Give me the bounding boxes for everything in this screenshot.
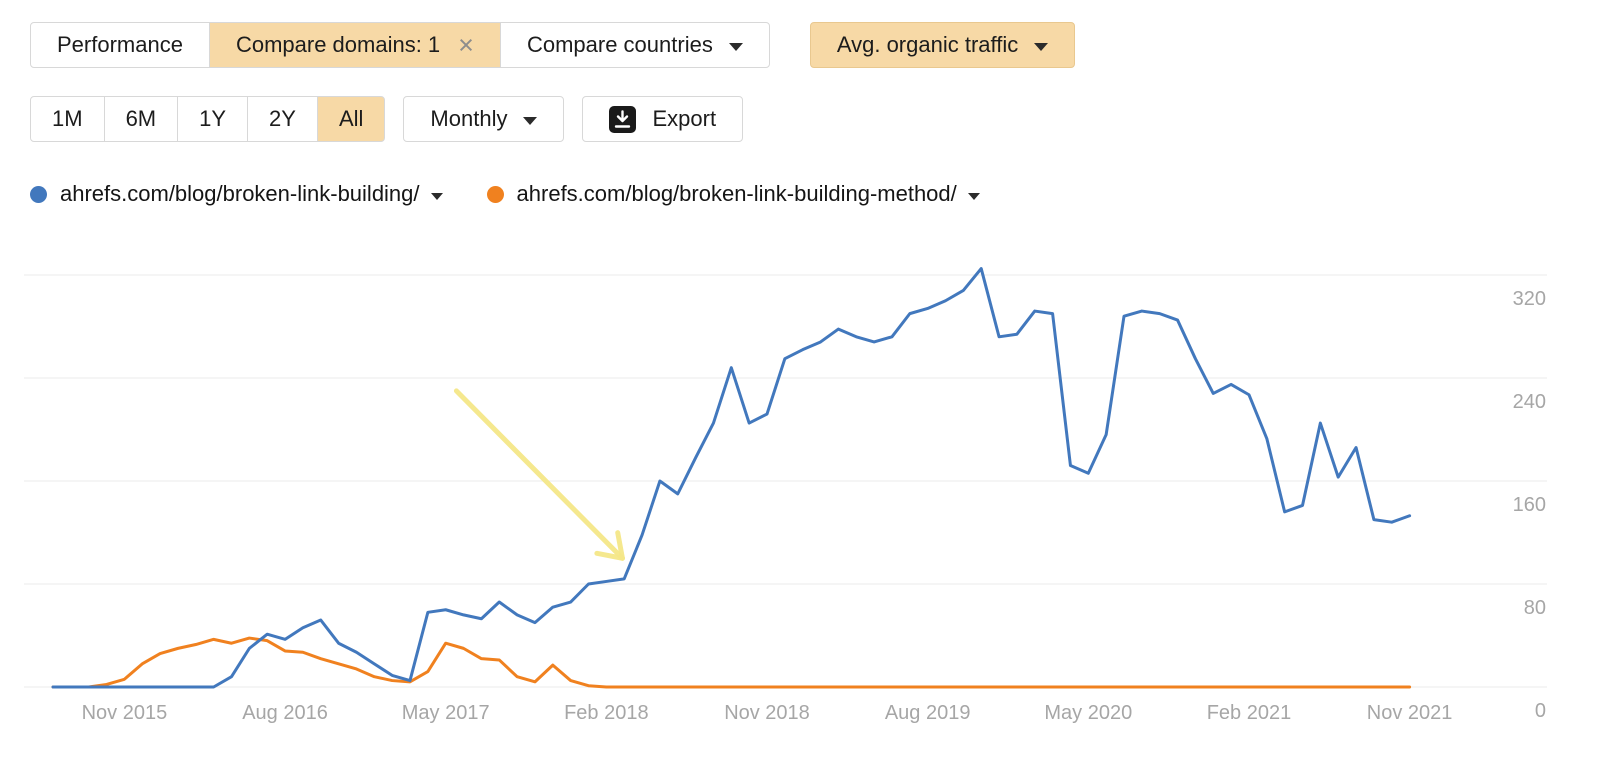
range-button-all[interactable]: All <box>316 96 386 142</box>
series-dot-orange <box>486 185 504 203</box>
series-line[interactable] <box>51 636 1412 689</box>
metric-selector-button[interactable]: Avg. organic traffic <box>809 22 1076 68</box>
chart-controls: 1M 6M 1Y 2Y All Monthly Export <box>30 96 744 142</box>
x-axis-label: Nov 2015 <box>82 702 168 724</box>
chevron-down-icon <box>430 192 443 200</box>
traffic-chart[interactable]: 0 80 160 240 320 Nov 2015 Aug 2016 May 2017 Feb … <box>0 235 1600 735</box>
x-axis-label: May 2017 <box>402 702 490 724</box>
performance-button[interactable]: Performance <box>30 22 210 68</box>
export-label: Export <box>652 106 717 131</box>
granularity-dropdown[interactable]: Monthly <box>403 96 565 142</box>
y-axis-label: 80 <box>1524 597 1546 619</box>
annotation-arrowhead <box>594 550 625 561</box>
traffic-chart-svg[interactable]: 0 80 160 240 320 Nov 2015 Aug 2016 May 2017 Feb … <box>0 235 1600 735</box>
range-button-6m[interactable]: 6M <box>103 96 179 142</box>
legend-label: ahrefs.com/blog/broken-link-building-met… <box>516 181 957 206</box>
y-axis-label: 0 <box>1535 700 1546 722</box>
series-dot-blue <box>30 185 47 203</box>
range-button-1m[interactable]: 1M <box>30 96 105 142</box>
compare-countries-button[interactable]: Compare countries <box>499 22 770 68</box>
legend-label: ahrefs.com/blog/broken-link-building/ <box>60 181 420 206</box>
compare-domains-label: Compare domains: 1 <box>235 32 441 57</box>
x-axis-label: Nov 2021 <box>1367 702 1453 724</box>
x-axis-label: May 2020 <box>1044 702 1132 724</box>
y-axis-label: 320 <box>1513 288 1546 310</box>
range-label: 1M <box>52 106 83 131</box>
range-button-2y[interactable]: 2Y <box>247 96 318 142</box>
top-toolbar: Performance Compare domains: 1 × Compare… <box>30 22 1076 68</box>
legend-item-target-1[interactable]: ahrefs.com/blog/broken-link-building/ <box>30 181 443 207</box>
x-axis-label: Feb 2021 <box>1207 702 1292 724</box>
y-axis-label: 240 <box>1513 391 1546 413</box>
x-axis-label: Aug 2016 <box>242 702 328 724</box>
y-axis-label: 160 <box>1513 494 1546 516</box>
x-axis-label: Nov 2018 <box>724 702 810 724</box>
chevron-down-icon <box>1034 42 1049 51</box>
x-axis-label: Aug 2019 <box>885 702 971 724</box>
series-line[interactable] <box>51 267 1412 689</box>
granularity-label: Monthly <box>430 106 508 131</box>
range-button-1y[interactable]: 1Y <box>177 96 249 142</box>
range-label: 2Y <box>269 106 296 131</box>
performance-label: Performance <box>57 32 183 57</box>
annotation-arrow <box>453 388 625 561</box>
legend-item-target-2[interactable]: ahrefs.com/blog/broken-link-building-met… <box>486 181 980 207</box>
range-label: 1Y <box>199 106 227 131</box>
export-icon <box>609 105 637 133</box>
annotation-arrowhead <box>615 530 625 561</box>
chart-legend: ahrefs.com/blog/broken-link-building/ ah… <box>30 181 1024 207</box>
date-range-group: 1M 6M 1Y 2Y All <box>30 96 386 142</box>
metric-label: Avg. organic traffic <box>836 32 1019 57</box>
close-icon[interactable]: × <box>458 29 474 60</box>
compare-countries-label: Compare countries <box>526 32 713 57</box>
chevron-down-icon <box>728 42 743 51</box>
compare-domains-button[interactable]: Compare domains: 1 × <box>208 22 501 68</box>
export-button[interactable]: Export <box>582 96 744 142</box>
chevron-down-icon <box>967 192 980 200</box>
range-label: 6M <box>125 106 157 131</box>
x-axis-label: Feb 2018 <box>564 702 649 724</box>
chevron-down-icon <box>523 116 538 125</box>
compare-controls-group: Performance Compare domains: 1 × Compare… <box>30 22 770 68</box>
range-label: All <box>338 106 364 131</box>
